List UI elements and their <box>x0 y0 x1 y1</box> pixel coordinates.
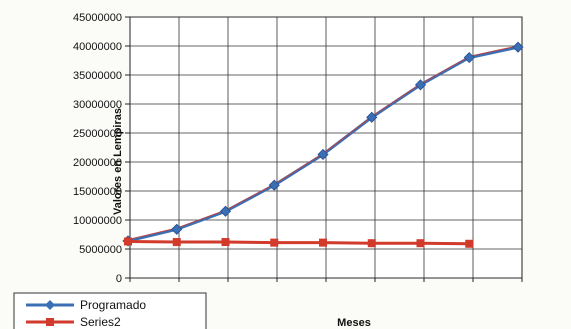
data-point-square <box>367 239 376 248</box>
data-point-square <box>465 239 474 248</box>
data-point-diamond <box>317 148 329 161</box>
y-axis-title: Valores en Lempiras <box>112 108 124 215</box>
legend-marker-diamond <box>45 300 55 310</box>
grid-lines <box>125 16 523 282</box>
data-point-square <box>270 238 279 247</box>
data-point-diamond <box>171 223 183 235</box>
series-layer <box>122 41 524 248</box>
data-point-square <box>172 238 181 247</box>
y-tick-label: 0 <box>116 273 122 285</box>
data-point-square <box>319 238 327 247</box>
y-tick-label: 35000000 <box>73 70 122 82</box>
legend-marker-square <box>46 318 54 326</box>
legend-item: Series2 <box>26 315 121 329</box>
y-tick-label: 30000000 <box>73 99 122 111</box>
data-point-diamond <box>268 179 280 191</box>
data-point-square <box>221 238 230 247</box>
y-axis-tick-labels: 0 5000000 10000000 15000000 20000000 25000000… <box>73 12 122 285</box>
legend: Programado Series2 <box>13 292 207 329</box>
legend-label: Series2 <box>80 315 121 329</box>
x-axis-title: Meses <box>337 317 371 329</box>
legend-label: Programado <box>80 298 146 312</box>
y-tick-label: 45000000 <box>73 12 122 24</box>
data-point-diamond <box>366 111 378 123</box>
y-tick-label: 20000000 <box>73 157 122 169</box>
series-line <box>127 239 470 246</box>
data-point-diamond <box>512 41 524 53</box>
y-tick-label: 10000000 <box>73 215 122 227</box>
series-series2 <box>124 237 474 248</box>
data-point-diamond <box>414 79 427 91</box>
legend-item: Programado <box>26 298 146 312</box>
data-point-diamond <box>463 52 475 64</box>
data-point-square <box>124 237 132 246</box>
data-point-diamond <box>219 205 232 217</box>
y-tick-label: 15000000 <box>73 186 122 198</box>
y-tick-label: 5000000 <box>79 244 122 256</box>
y-tick-label: 25000000 <box>73 128 122 140</box>
data-point-square <box>416 239 425 248</box>
y-tick-label: 40000000 <box>73 41 122 53</box>
